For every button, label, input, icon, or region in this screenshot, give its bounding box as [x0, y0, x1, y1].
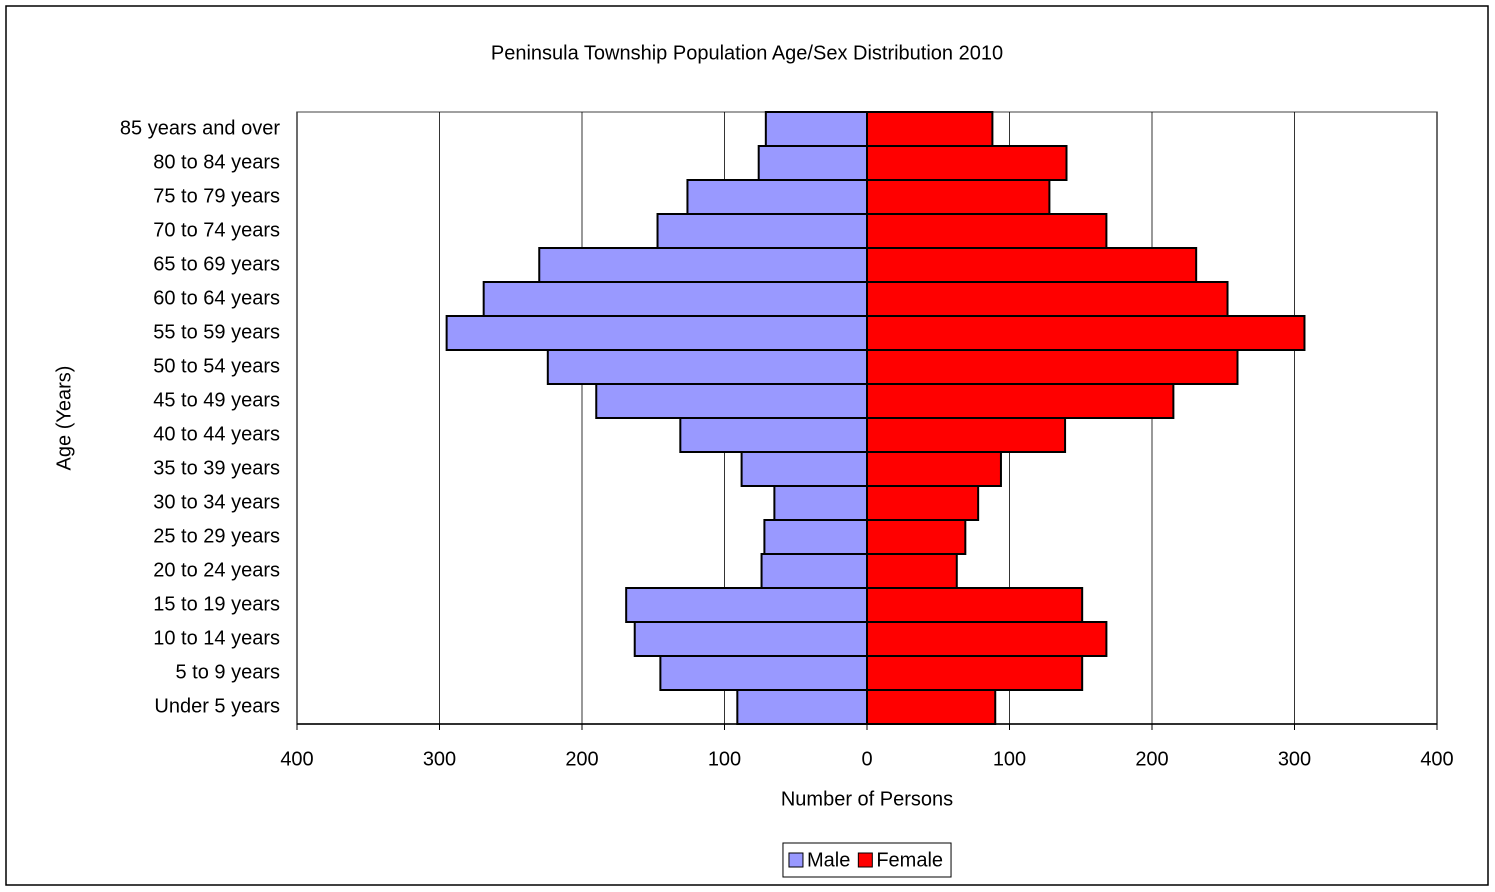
x-tick-label: 300 — [1278, 748, 1311, 770]
bar — [866, 349, 1239, 385]
bar — [866, 519, 967, 555]
y-tick-label: 50 to 54 years — [153, 355, 280, 377]
y-tick-label: 80 to 84 years — [153, 151, 280, 173]
bar — [546, 349, 868, 385]
x-tick-label: 400 — [1420, 748, 1453, 770]
bar — [866, 247, 1198, 283]
bar — [595, 383, 868, 419]
x-tick-label: 200 — [1135, 748, 1168, 770]
bar — [659, 655, 868, 691]
x-axis-label: Number of Persons — [781, 788, 953, 810]
y-axis-label: Age (Years) — [53, 366, 75, 471]
bar — [633, 621, 868, 657]
y-tick-label: 10 to 14 years — [153, 627, 280, 649]
y-tick-label: 45 to 49 years — [153, 389, 280, 411]
y-tick-label: 70 to 74 years — [153, 219, 280, 241]
x-tick-label: 0 — [861, 748, 872, 770]
bar — [866, 485, 980, 521]
legend-label: Male — [807, 849, 850, 871]
bar — [866, 417, 1067, 453]
legend-swatch — [857, 852, 873, 868]
bar — [736, 689, 869, 725]
bar — [763, 519, 869, 555]
bar — [625, 587, 868, 623]
bar — [773, 485, 868, 521]
x-tick-label: 100 — [708, 748, 741, 770]
y-tick-label: Under 5 years — [154, 695, 280, 717]
bar — [538, 247, 868, 283]
bar — [866, 111, 994, 147]
y-tick-label: 65 to 69 years — [153, 253, 280, 275]
bar — [757, 145, 869, 181]
bar — [445, 315, 868, 351]
bar — [866, 145, 1068, 181]
x-tick-label: 100 — [993, 748, 1026, 770]
y-tick-label: 85 years and over — [120, 117, 280, 139]
bar — [866, 383, 1175, 419]
bar — [866, 179, 1051, 215]
bar — [866, 213, 1108, 249]
x-tick-label: 300 — [423, 748, 456, 770]
y-tick-label: 25 to 29 years — [153, 525, 280, 547]
y-tick-label: 5 to 9 years — [175, 661, 280, 683]
y-tick-label: 60 to 64 years — [153, 287, 280, 309]
bar — [764, 111, 869, 147]
bar — [866, 553, 958, 589]
y-tick-label: 15 to 19 years — [153, 593, 280, 615]
bar — [656, 213, 869, 249]
bar — [866, 281, 1229, 317]
y-tick-label: 35 to 39 years — [153, 457, 280, 479]
bar — [866, 655, 1084, 691]
y-tick-label: 75 to 79 years — [153, 185, 280, 207]
bar — [740, 451, 868, 487]
bar — [866, 587, 1084, 623]
x-tick-label: 400 — [280, 748, 313, 770]
y-tick-label: 40 to 44 years — [153, 423, 280, 445]
legend-swatch — [788, 852, 804, 868]
bar — [866, 689, 997, 725]
bar — [679, 417, 869, 453]
y-tick-label: 55 to 59 years — [153, 321, 280, 343]
bar — [866, 315, 1306, 351]
bar — [482, 281, 868, 317]
bar — [686, 179, 869, 215]
bar — [866, 621, 1108, 657]
chart-title: Peninsula Township Population Age/Sex Di… — [491, 42, 1003, 64]
x-tick-label: 200 — [565, 748, 598, 770]
y-tick-label: 30 to 34 years — [153, 491, 280, 513]
bar — [866, 451, 1002, 487]
bar — [760, 553, 868, 589]
y-tick-label: 20 to 24 years — [153, 559, 280, 581]
legend-label: Female — [876, 849, 943, 871]
